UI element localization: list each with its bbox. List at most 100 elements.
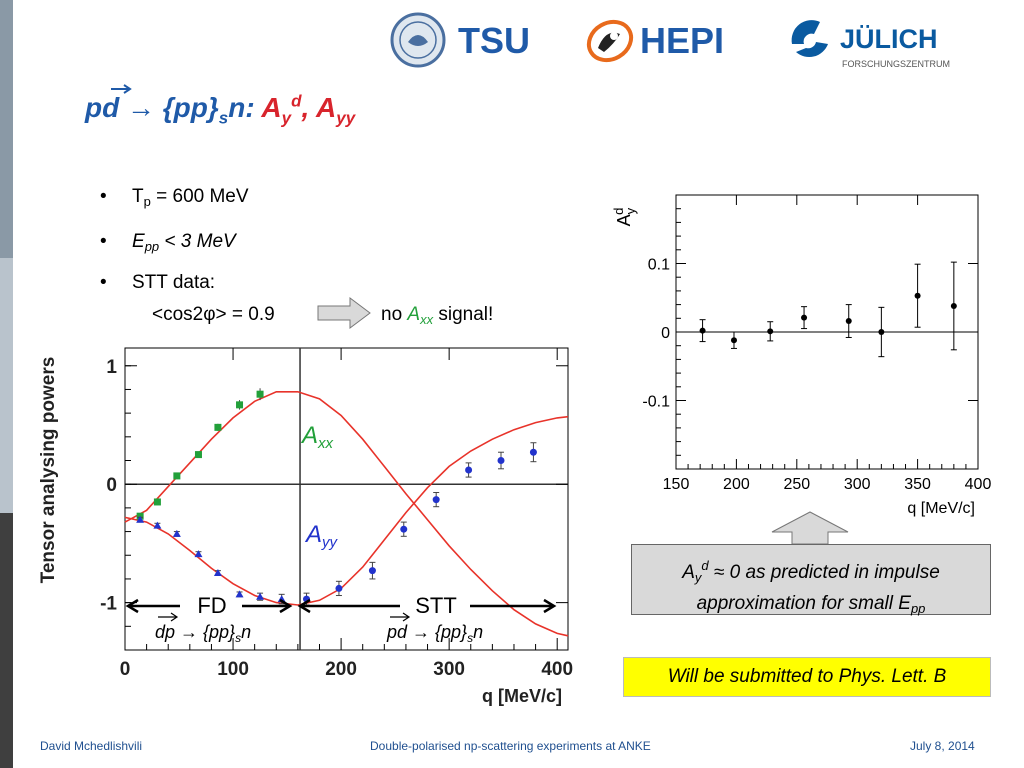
ayd-xlabel: q [MeV/c] xyxy=(907,500,975,517)
vector-arrow-icon xyxy=(111,84,132,94)
stt-reaction-sub: s xyxy=(467,631,473,645)
fd-vector-arrow-icon xyxy=(158,612,179,622)
ayy-data-point xyxy=(465,466,473,474)
juelich-logo-text: JÜLICH xyxy=(840,24,938,54)
reaction-part1: pd → {pp} xyxy=(85,92,219,124)
axx-data-point xyxy=(153,498,161,506)
impulse-approximation-callout: Ayd ≈ 0 as predicted in impulse approxim… xyxy=(631,544,991,616)
tensor-xtick-label: 300 xyxy=(433,659,465,680)
axx-label-main: A xyxy=(300,422,318,449)
callout-rest: ≈ 0 as predicted in impulse xyxy=(708,562,940,583)
hepi-logo-text: HEPI xyxy=(640,20,724,61)
block-arrow-icon xyxy=(317,297,371,329)
ayd-data-point xyxy=(730,337,737,344)
reaction-sub: s xyxy=(218,108,229,128)
ayy-data-point xyxy=(235,590,244,598)
stt-reaction: pd → {pp}sn xyxy=(386,622,483,645)
fd-reaction-end: n xyxy=(241,622,251,642)
ayd-xtick-label: 250 xyxy=(783,476,810,493)
ayd-xtick-label: 400 xyxy=(965,476,992,493)
callout-sub: y xyxy=(694,570,702,585)
sidebar-segment-middle xyxy=(0,258,13,513)
sidebar-segment-bottom xyxy=(0,513,13,768)
b5-post: signal! xyxy=(433,304,494,325)
ayd-ylabel-sup: d xyxy=(611,208,626,215)
ayd-xtick-label: 200 xyxy=(723,476,750,493)
tensor-theory-curve xyxy=(124,415,569,606)
b2-main: E xyxy=(132,231,145,252)
fd-reaction-main: dp → {pp} xyxy=(155,622,235,642)
submitted-note: Will be submitted to Phys. Lett. B xyxy=(623,657,991,697)
stt-range-arrow: STT xyxy=(297,593,557,618)
bullet-beam-energy: • Tp = 600 MeV xyxy=(100,186,249,209)
ayd-data-point xyxy=(767,328,774,335)
obs2-main: A xyxy=(316,92,337,124)
ayy-label-sub: yy xyxy=(321,534,339,551)
tensor-xtick-label: 200 xyxy=(325,659,357,680)
tensor-ylabel: Tensor analysing powers xyxy=(38,357,59,584)
bullet-dot: • xyxy=(100,186,107,207)
bullet-epp: • Epp < 3 MeV xyxy=(100,231,236,254)
obs1-sup: d xyxy=(291,92,302,111)
callout-l2-sub: pp xyxy=(910,601,926,616)
reaction-part2: n: xyxy=(228,92,262,124)
fd-range-arrow: FD xyxy=(125,593,293,618)
b3-text: STT data: xyxy=(132,272,216,293)
ayd-xtick-label: 350 xyxy=(904,476,931,493)
bullet-dot: • xyxy=(100,231,107,252)
obs2-sub: yy xyxy=(336,108,356,128)
axx-data-point xyxy=(173,472,181,480)
footer-talk-title: Double-polarised np-scattering experimen… xyxy=(370,739,651,753)
callout-line-1: Ayd ≈ 0 as predicted in impulse xyxy=(632,545,990,591)
ayy-curve-label: Ayy xyxy=(304,521,339,551)
tensor-chart-layer: 0 100 200 300 400 1 0 -1 xyxy=(100,347,573,680)
footer-date: July 8, 2014 xyxy=(910,739,975,753)
ayy-data-point xyxy=(213,569,222,577)
b5-sub: xx xyxy=(420,312,434,327)
tensor-xtick-label: 0 xyxy=(120,659,131,680)
ayd-ytick-label: -0.1 xyxy=(642,394,670,411)
tensor-ytick-label: -1 xyxy=(100,594,117,615)
stt-label: STT xyxy=(415,593,457,618)
ayd-data-point xyxy=(801,314,808,321)
ayy-data-point xyxy=(335,584,343,592)
ayd-data-point xyxy=(914,292,921,299)
juelich-logo: JÜLICH FORSCHUNGSZENTRUM xyxy=(786,14,966,75)
b1-rest: = 600 MeV xyxy=(150,186,249,207)
b2-sub: pp xyxy=(144,239,160,254)
tensor-theory-curve xyxy=(124,390,569,637)
slide-title: pd → {pp}sn: Ayd, Ayy xyxy=(85,84,355,129)
axx-data-point xyxy=(194,451,202,459)
tsu-seal-icon: TSU xyxy=(390,12,530,68)
footer-author: David Mchedlishvili xyxy=(40,739,143,753)
ayd-ylabel-main: A xyxy=(614,214,634,226)
tensor-ytick-label: 1 xyxy=(106,357,117,378)
observable-ayd: Ayd, Ayy xyxy=(261,92,355,128)
obs-separator: , xyxy=(301,92,317,124)
callout-line-2: approximation for small Epp xyxy=(632,591,990,622)
cos2phi-text: <cos2φ> = 0.9 xyxy=(152,304,275,325)
ayd-chart: 150 200 250 300 350 400 0.1 0 -0.1 Ayd q [MeV/c] xyxy=(611,194,992,517)
ayd-data-point xyxy=(878,329,885,335)
axx-data-point xyxy=(256,390,264,398)
ayy-data-point xyxy=(529,448,537,456)
stt-vector-arrow-icon xyxy=(390,612,411,622)
ayd-xtick-label: 300 xyxy=(844,476,871,493)
b1-main: T xyxy=(132,186,144,207)
ayd-data-point xyxy=(845,318,852,325)
hepi-icon: HEPI xyxy=(586,19,724,63)
ayd-ylabel-sub: y xyxy=(623,207,638,214)
ayy-label-main: A xyxy=(304,521,322,548)
b1-sub: p xyxy=(143,194,151,209)
up-block-arrow-icon xyxy=(771,511,849,545)
axx-data-point xyxy=(214,423,222,431)
ayd-data-point xyxy=(699,327,706,334)
callout-a: A xyxy=(682,562,695,583)
ayd-ytick-label: 0 xyxy=(661,325,670,342)
ayd-ylabel: Ayd xyxy=(611,207,638,226)
ayy-data-point xyxy=(256,592,265,600)
stt-reaction-end: n xyxy=(473,622,483,642)
sidebar-segment-top xyxy=(0,0,13,258)
fd-label: FD xyxy=(197,593,226,618)
tsu-logo-text: TSU xyxy=(458,20,530,61)
